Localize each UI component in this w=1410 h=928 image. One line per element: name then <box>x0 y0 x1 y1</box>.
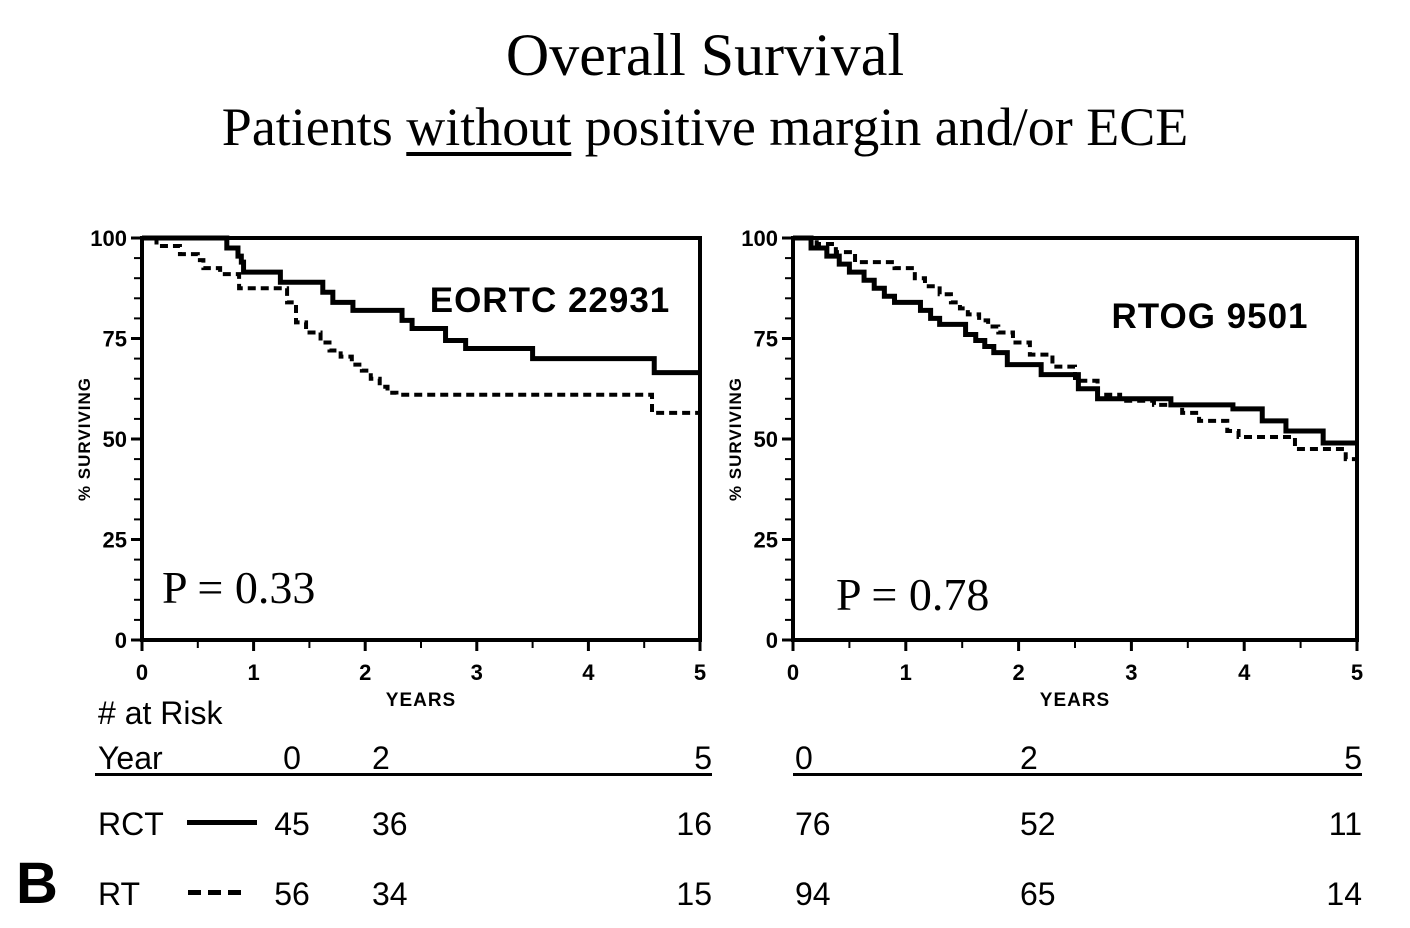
y-axis-title: % SURVIVING <box>75 377 94 501</box>
x-tick-label: 0 <box>136 660 148 685</box>
trial-label-eortc: EORTC 22931 <box>429 281 671 320</box>
y-tick-label: 25 <box>103 528 127 553</box>
x-tick-label: 4 <box>582 660 595 685</box>
risk-header-right-col0: 0 <box>795 740 813 776</box>
x-axis-title: YEARS <box>386 690 456 711</box>
risk-row-rct-label: RCT <box>98 806 164 842</box>
risk-header-right-col1: 2 <box>1020 740 1038 776</box>
p-value-label-rtog: P = 0.78 <box>836 569 990 620</box>
panel-letter: B <box>16 851 58 916</box>
table-rule-left <box>95 773 712 776</box>
x-tick-label: 3 <box>471 660 483 685</box>
subtitle-post: positive margin and/or ECE <box>571 97 1189 157</box>
risk-rt-right-2: 14 <box>1326 876 1362 912</box>
x-tick-label: 1 <box>247 660 259 685</box>
risk-rt-left-2: 15 <box>676 876 712 912</box>
y-tick-label: 100 <box>741 226 778 251</box>
rt-survival-curve <box>142 236 700 415</box>
trial-label-rtog: RTOG 9501 <box>1111 297 1309 336</box>
risk-rct-left-1: 36 <box>372 806 408 842</box>
plot-frame <box>791 236 1359 642</box>
risk-rct-left-2: 16 <box>676 806 712 842</box>
plot-frame <box>140 236 702 642</box>
risk-table-year-label: Year <box>98 740 163 776</box>
x-tick-label: 5 <box>694 660 706 685</box>
p-value-label-eortc: P = 0.33 <box>162 562 316 613</box>
risk-header-left-col0: 0 <box>283 740 301 776</box>
x-axis: 0 1 2 3 4 5 YEARS <box>136 642 706 711</box>
survival-chart-eortc: 0 1 2 3 4 5 YEARS 0 25 50 75 100 % SURVIVING <box>75 226 706 711</box>
rct-survival-curve <box>142 235 700 376</box>
x-tick-label: 0 <box>787 660 799 685</box>
y-tick-label: 0 <box>115 628 127 653</box>
risk-rt-right-1: 65 <box>1020 876 1056 912</box>
risk-rt-right-0: 94 <box>795 876 831 912</box>
risk-rct-right-2: 11 <box>1328 806 1362 842</box>
y-axis-title: % SURVIVING <box>726 377 745 501</box>
y-tick-label: 100 <box>90 226 127 251</box>
rct-survival-curve <box>793 235 1357 446</box>
risk-table-heading: # at Risk <box>98 695 223 731</box>
y-tick-label: 75 <box>754 327 778 352</box>
y-tick-label: 25 <box>754 528 778 553</box>
figure-subtitle: Patients without positive margin and/or … <box>0 99 1410 156</box>
x-tick-label: 2 <box>359 660 371 685</box>
x-tick-label: 2 <box>1012 660 1024 685</box>
y-tick-label: 75 <box>103 327 127 352</box>
risk-rct-right-1: 52 <box>1020 806 1056 842</box>
risk-rt-left-0: 56 <box>274 876 310 912</box>
subtitle-underlined-word: without <box>406 97 572 157</box>
y-axis: 0 25 50 75 100 % SURVIVING <box>726 226 791 653</box>
x-axis: 0 1 2 3 4 5 YEARS <box>787 642 1363 711</box>
y-tick-label: 0 <box>766 628 778 653</box>
y-tick-label: 50 <box>754 427 778 452</box>
y-axis: 0 25 50 75 100 % SURVIVING <box>75 226 140 653</box>
subtitle-pre: Patients <box>221 97 407 157</box>
figure-title: Overall Survival <box>505 22 905 88</box>
risk-row-rt-label: RT <box>98 876 141 912</box>
x-axis-title: YEARS <box>1040 690 1110 711</box>
x-tick-label: 4 <box>1238 660 1251 685</box>
rt-dashed-line-swatch <box>188 890 241 895</box>
risk-header-left-col2: 5 <box>694 740 712 776</box>
rct-solid-line-swatch <box>187 820 257 825</box>
x-tick-label: 3 <box>1125 660 1137 685</box>
risk-rt-left-1: 34 <box>372 876 408 912</box>
risk-header-right-col2: 5 <box>1344 740 1362 776</box>
risk-rct-right-0: 76 <box>795 806 831 842</box>
table-rule-right <box>793 773 1362 776</box>
risk-header-left-col1: 2 <box>372 740 390 776</box>
y-tick-label: 50 <box>103 427 127 452</box>
x-tick-label: 5 <box>1351 660 1363 685</box>
survival-chart-rtog: 0 1 2 3 4 5 YEARS 0 25 50 75 100 % SURVIVING <box>726 226 1363 711</box>
rt-survival-curve <box>793 236 1357 462</box>
x-tick-label: 1 <box>900 660 912 685</box>
risk-rct-left-0: 45 <box>274 806 310 842</box>
